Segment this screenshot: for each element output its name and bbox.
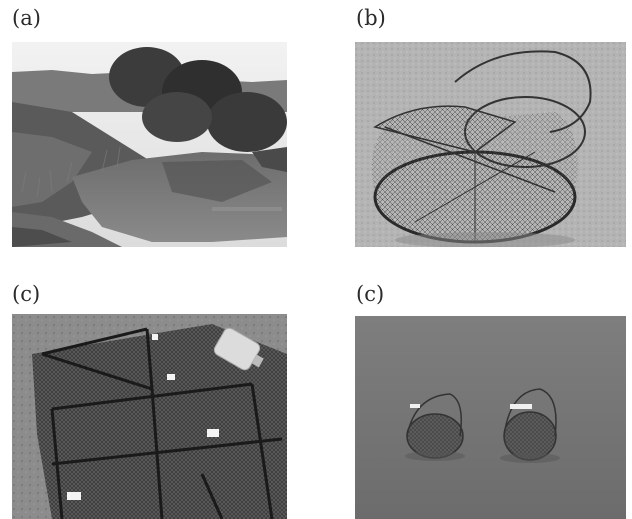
panel-label-c-first: (c) [12,282,41,306]
traps-in-water-photo [355,316,626,519]
pond-photo [12,42,287,247]
panel-label-c-second: (c) [356,282,385,306]
panel-label-b: (b) [356,6,386,30]
panel-label-a: (a) [12,6,41,30]
square-trap-photo [12,314,287,519]
cylindrical-trap-photo [355,42,626,247]
